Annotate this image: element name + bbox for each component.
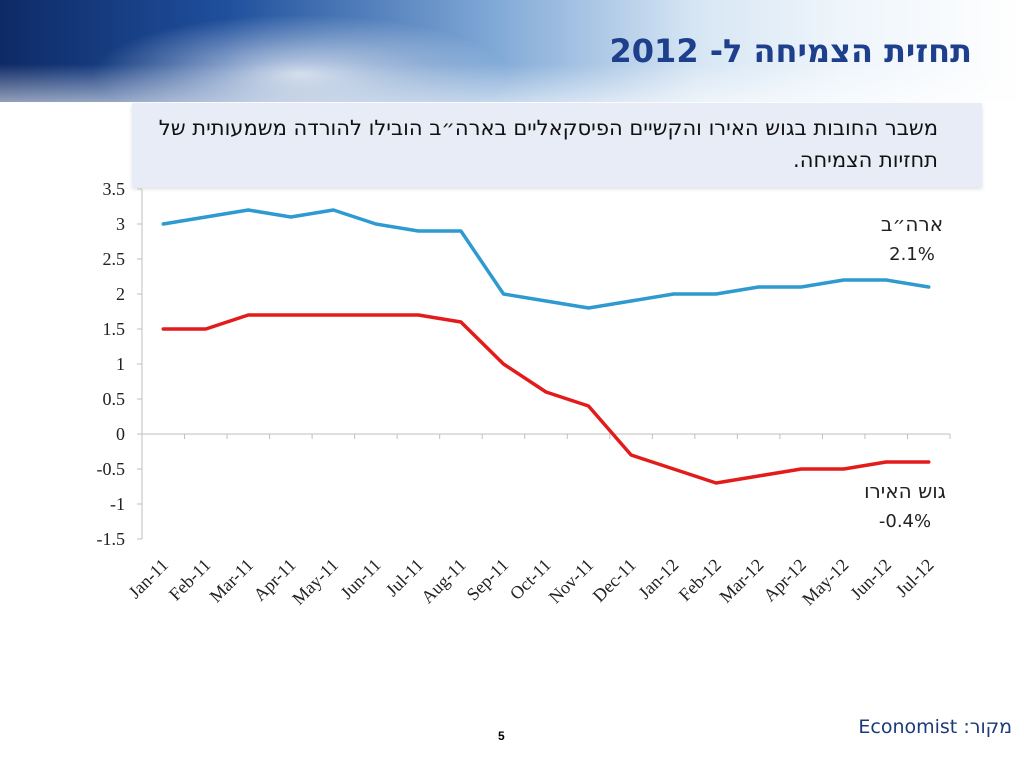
series-line <box>161 208 931 310</box>
source-note: מקור: Economist <box>858 716 1012 738</box>
series-name-label: ארה״ב <box>881 212 943 236</box>
series-end-value-label: 2.1% <box>889 244 935 265</box>
series-point <box>714 481 718 485</box>
series-end-value-label: -0.4% <box>879 511 931 532</box>
series-point <box>757 285 761 289</box>
series-point <box>246 313 250 317</box>
series-point <box>884 278 888 282</box>
series-line <box>161 313 931 485</box>
x-tick-label: Sep-11 <box>463 555 513 605</box>
y-tick-label: 0 <box>116 424 125 444</box>
series-point <box>884 460 888 464</box>
subtitle-box: משבר החובות בגוש האירו והקשיים הפיסקאליי… <box>132 103 982 187</box>
series-point <box>587 306 591 310</box>
series-point <box>161 222 165 226</box>
series-point <box>459 320 463 324</box>
series-point <box>501 362 505 366</box>
series-point <box>799 467 803 471</box>
series-point <box>289 313 293 317</box>
series-point <box>629 299 633 303</box>
series-point <box>289 215 293 219</box>
series-point <box>459 229 463 233</box>
series-point <box>842 278 846 282</box>
series-point <box>587 404 591 408</box>
subtitle-text: משבר החובות בגוש האירו והקשיים הפיסקאליי… <box>158 116 938 172</box>
y-tick-label: -1 <box>110 494 125 514</box>
x-tick-label: Jan-11 <box>124 555 172 603</box>
y-tick-label: 1.5 <box>103 319 126 339</box>
y-tick-label: 3 <box>116 214 125 234</box>
header-band <box>0 0 1024 102</box>
series-point <box>799 285 803 289</box>
series-point <box>161 327 165 331</box>
series-name-label: גוש האירו <box>864 479 946 503</box>
series-point <box>331 208 335 212</box>
series-point <box>927 285 931 289</box>
x-tick-label: Dec-11 <box>589 555 640 606</box>
series-point <box>204 215 208 219</box>
series-point <box>374 313 378 317</box>
slide-title: תחזית הצמיחה ל- 2012 <box>609 32 972 70</box>
x-tick-label: Aug-11 <box>417 555 470 608</box>
series-point <box>501 292 505 296</box>
series-point <box>416 313 420 317</box>
y-tick-label: 2.5 <box>103 249 126 269</box>
x-tick-label: May-11 <box>288 555 342 609</box>
x-tick-label: Jul-12 <box>892 555 938 601</box>
header-swoosh <box>0 64 1024 102</box>
x-tick-label: Jun-12 <box>846 555 895 604</box>
series-point <box>757 474 761 478</box>
page-number: 5 <box>498 729 505 743</box>
x-tick-label: Jun-11 <box>336 555 384 603</box>
series-point <box>672 467 676 471</box>
y-tick-label: -1.5 <box>97 529 126 549</box>
series-point <box>374 222 378 226</box>
series-point <box>672 292 676 296</box>
series-point <box>416 229 420 233</box>
series-point <box>204 327 208 331</box>
source-value: Economist <box>858 716 958 738</box>
y-tick-label: 1 <box>116 354 125 374</box>
series-point <box>246 208 250 212</box>
x-tick-label: Mar-12 <box>715 555 767 607</box>
x-tick-label: Jan-12 <box>634 555 682 603</box>
growth-forecast-chart: 3.532.521.510.50-0.5-1-1.5Jan-11Feb-11Ma… <box>97 179 951 609</box>
x-tick-label: Feb-12 <box>675 555 725 605</box>
x-tick-label: Nov-11 <box>545 555 598 608</box>
x-tick-label: Mar-11 <box>206 555 258 607</box>
series-point <box>331 313 335 317</box>
series-point <box>544 390 548 394</box>
series-point <box>927 460 931 464</box>
series-point <box>842 467 846 471</box>
x-tick-label: Feb-11 <box>165 555 215 605</box>
y-tick-label: 0.5 <box>103 389 126 409</box>
series-point <box>544 299 548 303</box>
series-point <box>714 292 718 296</box>
series-point <box>629 453 633 457</box>
y-tick-label: -0.5 <box>97 459 126 479</box>
source-label: מקור: <box>963 716 1012 738</box>
y-tick-label: 2 <box>116 284 125 304</box>
y-tick-label: 3.5 <box>103 179 126 199</box>
x-tick-label: May-12 <box>798 555 852 609</box>
series-1-group <box>161 313 931 485</box>
series-0-group <box>161 208 931 310</box>
